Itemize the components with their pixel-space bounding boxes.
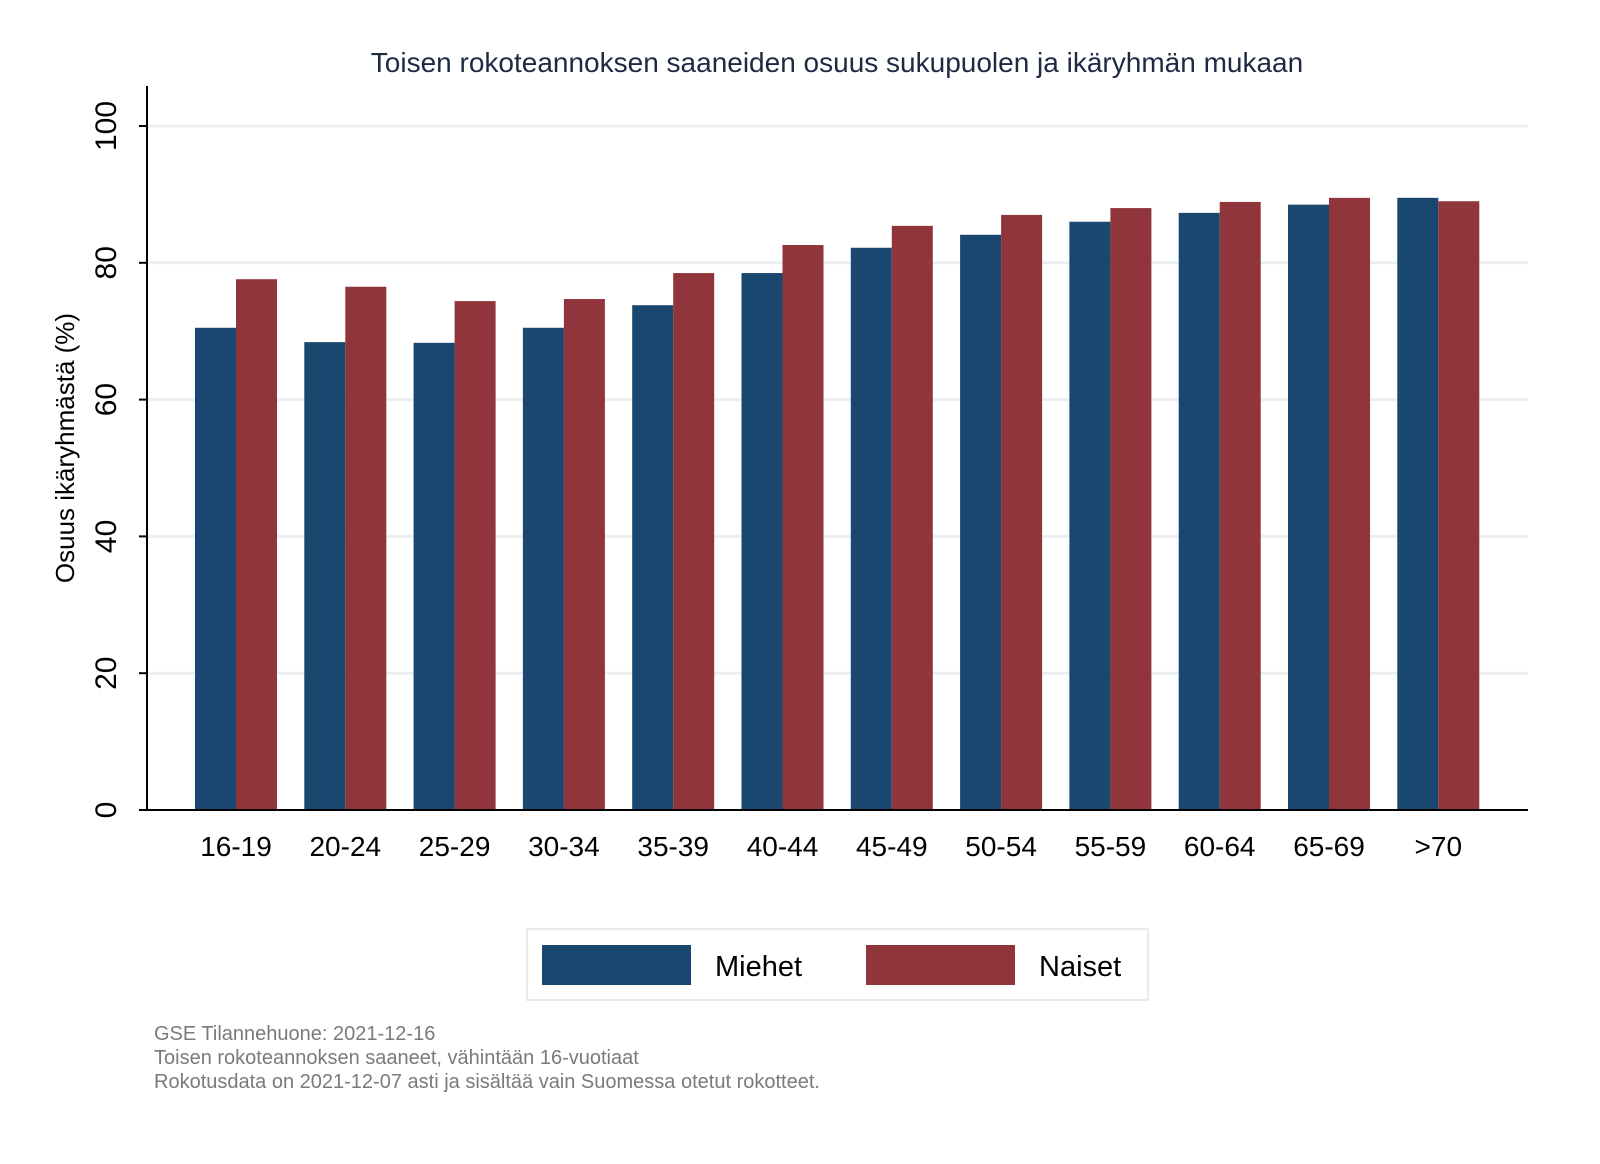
x-tick-label: 40-44: [747, 831, 819, 862]
bar-miehet-40-44: [741, 273, 783, 810]
x-tick-label: 50-54: [965, 831, 1037, 862]
y-axis-label: Osuus ikäryhmästä (%): [50, 313, 80, 583]
x-tick-label: 25-29: [419, 831, 491, 862]
note-source: GSE Tilannehuone: 2021-12-16: [154, 1023, 436, 1045]
note-population: Toisen rokoteannoksen saaneet, vähintään…: [154, 1047, 639, 1069]
bar-naiset-30-34: [563, 299, 605, 810]
bar-naiset-16-19: [236, 279, 277, 810]
bar-miehet-60-64: [1178, 212, 1220, 811]
bar-naiset-45-49: [891, 225, 933, 810]
bar-miehet->70: [1397, 197, 1439, 810]
bar-naiset-25-29: [454, 301, 496, 810]
bar-naiset-65-69: [1329, 197, 1370, 810]
x-tick-label: 35-39: [637, 831, 709, 862]
x-tick-label: 65-69: [1293, 831, 1365, 862]
x-tick-label: 20-24: [309, 831, 381, 862]
bar-miehet-45-49: [850, 247, 892, 810]
y-tick-label: 20: [90, 657, 123, 690]
y-tick-label: 100: [90, 101, 123, 151]
note-data-range: Rokotusdata on 2021-12-07 asti ja sisält…: [154, 1071, 820, 1093]
y-tick-label: 60: [90, 383, 123, 416]
bar-naiset-60-64: [1219, 201, 1261, 810]
bar-miehet-65-69: [1288, 204, 1329, 810]
legend-swatch-miehet: [542, 945, 691, 985]
bar-naiset->70: [1438, 201, 1480, 811]
bar-miehet-30-34: [522, 327, 564, 810]
bar-naiset-40-44: [782, 245, 824, 811]
x-tick-label: 30-34: [528, 831, 600, 862]
bar-naiset-35-39: [673, 273, 715, 810]
legend: Miehet Naiset: [526, 928, 1149, 1001]
legend-swatch-naiset: [866, 945, 1015, 985]
chart-title: Toisen rokoteannoksen saaneiden osuus su…: [371, 47, 1303, 78]
y-tick-label: 40: [90, 520, 123, 553]
x-tick-label: >70: [1415, 831, 1463, 862]
bar-miehet-50-54: [960, 234, 1002, 811]
bar-naiset-20-24: [345, 286, 387, 810]
bar-miehet-16-19: [195, 327, 236, 810]
legend-label-miehet: Miehet: [715, 951, 802, 983]
y-tick-label: 0: [90, 802, 123, 819]
bar-miehet-55-59: [1069, 221, 1111, 810]
x-tick-label: 55-59: [1075, 831, 1147, 862]
bar-naiset-50-54: [1001, 214, 1043, 811]
x-tick-label: 60-64: [1184, 831, 1256, 862]
x-tick-label: 45-49: [856, 831, 928, 862]
y-tick-label: 80: [90, 246, 123, 279]
bar-miehet-25-29: [413, 342, 455, 810]
legend-label-naiset: Naiset: [1039, 951, 1121, 983]
bar-miehet-20-24: [304, 342, 346, 810]
bar-miehet-35-39: [632, 305, 674, 810]
bar-naiset-55-59: [1110, 208, 1152, 810]
x-tick-label: 16-19: [200, 831, 272, 862]
